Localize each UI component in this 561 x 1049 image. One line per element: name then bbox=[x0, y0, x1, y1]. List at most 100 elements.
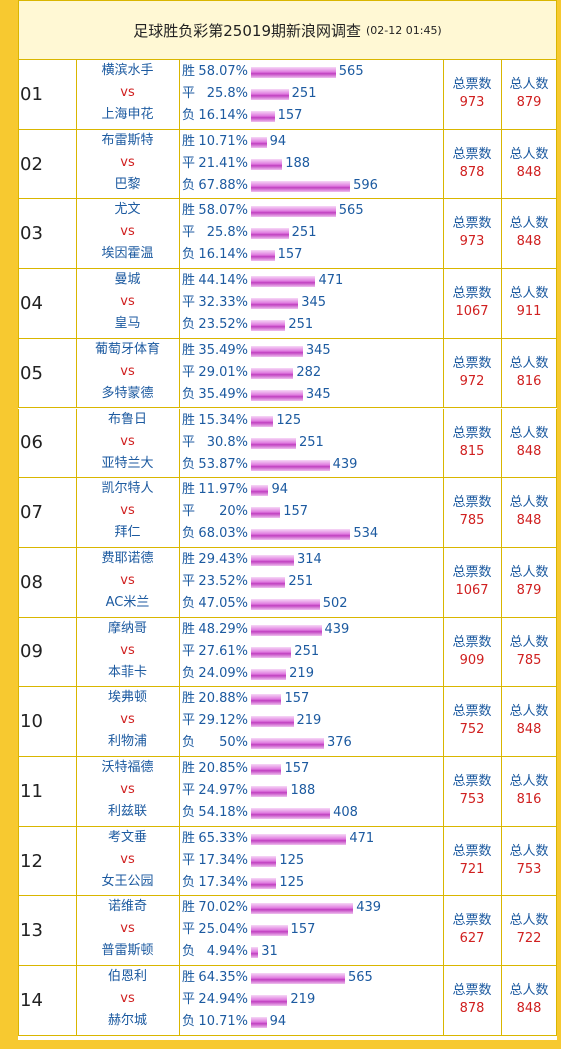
percent: 70.02% bbox=[198, 900, 248, 916]
percent: 10.71% bbox=[198, 1014, 248, 1030]
cell-border bbox=[19, 199, 180, 269]
percent: 27.61% bbox=[198, 643, 248, 659]
count: 31 bbox=[261, 944, 278, 960]
cell-border bbox=[19, 478, 502, 547]
total-people-label: 总人数 bbox=[509, 564, 549, 580]
match-row: 07 凯尔特人 vs 拜仁 胜 11.97% 94 平 20% 157 负 68.03% 534 总票数 7… bbox=[18, 478, 557, 548]
cell-border bbox=[19, 60, 180, 129]
home-team: 曼城 bbox=[114, 272, 141, 288]
total-people: 848 bbox=[516, 513, 542, 529]
outcome-label: 胜 bbox=[182, 970, 196, 986]
match-number: 03 bbox=[20, 223, 43, 245]
cell-border bbox=[19, 617, 502, 687]
match-number: 01 bbox=[20, 83, 43, 105]
total-people: 911 bbox=[516, 304, 542, 320]
match-row: 08 费耶诺德 vs AC米兰 胜 29.43% 314 平 23.52% 251 负 47.05% 5… bbox=[18, 547, 557, 618]
count: 157 bbox=[283, 504, 309, 520]
count: 157 bbox=[277, 247, 303, 263]
vs: vs bbox=[120, 433, 135, 449]
total-votes-label: 总票数 bbox=[452, 286, 492, 302]
bar bbox=[251, 855, 277, 867]
match-row: 06 布鲁日 vs 亚特兰大 胜 15.34% 125 平 30.8% 251 负 53.87% 439… bbox=[18, 408, 557, 479]
bar bbox=[251, 716, 294, 728]
match-row: 09 摩纳哥 vs 本菲卡 胜 48.29% 439 平 27.61% 251 负 24.09% 219… bbox=[18, 617, 557, 688]
cell-border bbox=[19, 826, 444, 896]
total-votes-label: 总票数 bbox=[452, 216, 492, 232]
cell-border bbox=[19, 966, 77, 1035]
match-row: 11 沃特福德 vs 利兹联 胜 20.85% 157 平 24.97% 188 负 54.18% 40… bbox=[18, 757, 557, 827]
vs: vs bbox=[120, 503, 135, 519]
match-number: 06 bbox=[20, 432, 43, 454]
total-votes: 785 bbox=[459, 513, 485, 529]
count: 534 bbox=[353, 526, 379, 542]
total-votes-label: 总票数 bbox=[452, 146, 492, 162]
count: 188 bbox=[290, 783, 316, 798]
match-number: 14 bbox=[20, 989, 43, 1011]
percent: 24.09% bbox=[198, 665, 248, 681]
cell-border bbox=[19, 129, 77, 199]
vs: vs bbox=[120, 921, 135, 937]
away-team: 上海申花 bbox=[101, 107, 154, 122]
outcome-label: 平 bbox=[182, 783, 196, 798]
percent: 4.94% bbox=[206, 944, 248, 960]
match-row: 04 曼城 vs 皇马 胜 44.14% 471 平 32.33% 345 负 23.52% 251 总票… bbox=[18, 269, 557, 339]
cell-border bbox=[19, 338, 502, 408]
bar bbox=[251, 694, 282, 706]
away-team: 多特蒙德 bbox=[101, 385, 154, 401]
cell-border bbox=[19, 547, 77, 617]
bar bbox=[251, 995, 288, 1007]
count: 157 bbox=[290, 922, 316, 938]
bar bbox=[251, 111, 275, 122]
outcome-label: 胜 bbox=[182, 691, 196, 707]
cell-border bbox=[19, 129, 180, 199]
outcome-label: 平 bbox=[182, 922, 196, 938]
bar bbox=[251, 158, 283, 170]
outcome-label: 平 bbox=[182, 643, 196, 659]
cell-border bbox=[19, 617, 444, 687]
bar bbox=[251, 646, 292, 658]
total-people: 848 bbox=[516, 443, 542, 459]
total-people: 816 bbox=[516, 373, 542, 389]
home-team: 尤文 bbox=[114, 202, 141, 218]
count: 408 bbox=[333, 805, 358, 820]
home-team: 诺维奇 bbox=[107, 899, 147, 915]
count: 94 bbox=[271, 482, 289, 498]
total-people: 879 bbox=[516, 582, 542, 598]
outcome-label: 平 bbox=[182, 504, 196, 520]
cell-border bbox=[19, 687, 444, 756]
total-people: 848 bbox=[516, 722, 542, 738]
match-row: 01 横滨水手 vs 上海申花 胜 58.07% 565 平 25.8% 251 负 16.14% 15… bbox=[18, 60, 557, 130]
cell-border bbox=[19, 547, 502, 617]
cell-border bbox=[19, 129, 502, 199]
outcome-label: 胜 bbox=[182, 203, 196, 219]
count: 251 bbox=[291, 86, 317, 101]
bar bbox=[251, 89, 289, 100]
match-number: 02 bbox=[20, 153, 43, 175]
bar bbox=[251, 136, 267, 148]
outcome-label: 负 bbox=[182, 247, 196, 263]
outcome-label: 胜 bbox=[182, 133, 196, 149]
cell-border bbox=[19, 338, 444, 408]
percent: 23.52% bbox=[198, 573, 248, 589]
bar bbox=[251, 598, 320, 610]
bar bbox=[251, 786, 288, 797]
total-votes: 1067 bbox=[455, 582, 489, 598]
bar bbox=[251, 903, 354, 915]
match-number: 09 bbox=[20, 641, 43, 663]
bar bbox=[251, 738, 324, 750]
count: 219 bbox=[296, 713, 322, 729]
vs: vs bbox=[120, 294, 135, 310]
outcome-label: 负 bbox=[182, 595, 196, 611]
outcome-label: 负 bbox=[182, 177, 196, 193]
bar bbox=[251, 973, 345, 985]
count: 565 bbox=[347, 970, 373, 986]
away-team: 拜仁 bbox=[114, 525, 141, 541]
total-people-label: 总人数 bbox=[509, 77, 549, 92]
outcome-label: 胜 bbox=[182, 482, 196, 498]
count: 251 bbox=[298, 434, 324, 450]
outcome-label: 平 bbox=[182, 225, 196, 241]
total-people-label: 总人数 bbox=[509, 286, 549, 302]
match-row: 03 尤文 vs 埃因霍温 胜 58.07% 565 平 25.8% 251 负 16.14% 157 总… bbox=[18, 199, 557, 270]
cell-border bbox=[19, 408, 77, 478]
